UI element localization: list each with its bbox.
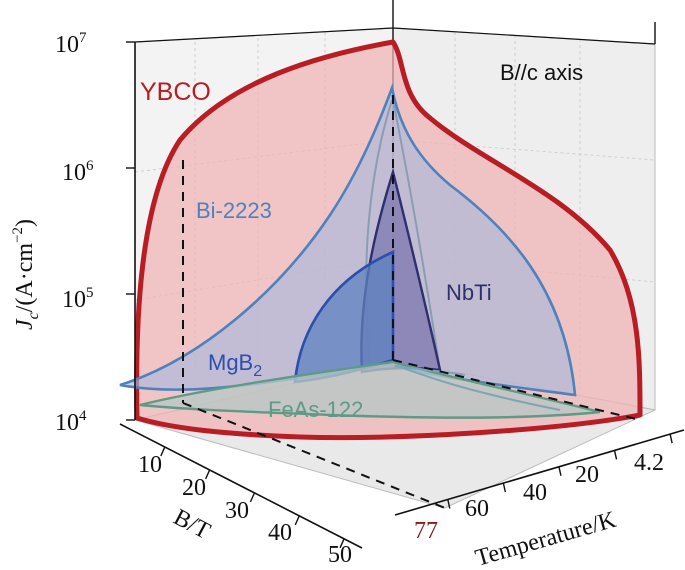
- t-tick-mark: [669, 433, 673, 444]
- bi2223-inner-curve-2: [391, 94, 441, 371]
- series-label-bi2223: Bi-2223: [196, 198, 272, 223]
- b-tick-label: 10: [138, 452, 162, 478]
- t-tick-mark: [558, 466, 562, 476]
- front-axes: [119, 42, 685, 549]
- t-tick-mark: [502, 482, 507, 493]
- feas122-surface: [139, 360, 601, 419]
- b-tick-mark: [294, 515, 300, 526]
- feas122-contour: [394, 364, 561, 411]
- y-axis-label: Jc/(A·cm−2): [10, 219, 42, 330]
- series-label-feas122: FeAs-122: [268, 397, 363, 422]
- y-tick-label: 105: [62, 285, 94, 313]
- y-tick-label: 106: [62, 158, 94, 186]
- b-tick-labels: 10 20 30 40 50: [138, 452, 352, 568]
- reference-lines: [182, 95, 641, 509]
- t-tick-labels: 4.2 20 40 60 77: [414, 450, 664, 544]
- series-label-ybco: YBCO: [140, 78, 211, 106]
- t-tick-mark: [447, 499, 451, 509]
- t-tick-label: 20: [575, 462, 599, 488]
- ref-floor-right: [392, 359, 641, 421]
- series-label-nbti: NbTi: [446, 280, 492, 305]
- t-axis-label: Temperature/K: [472, 507, 619, 570]
- y-tick-label: 107: [55, 30, 87, 58]
- feas122-contour-2: [394, 365, 466, 376]
- b-tick-mark: [339, 538, 345, 549]
- top-right-edge: [392, 27, 656, 45]
- b-axis-label: B/T: [169, 504, 214, 545]
- t-tick-marker-label: 77: [414, 518, 438, 544]
- t-axis-line: [394, 429, 685, 516]
- b-tick-label: 30: [225, 498, 249, 524]
- b-axis-line: [119, 423, 363, 549]
- t-tick-label: 40: [523, 480, 547, 506]
- b-tick-mark: [204, 469, 211, 480]
- b-tick-label: 20: [182, 475, 206, 501]
- b-tick-label: 50: [328, 542, 352, 568]
- t-tick-mark: [613, 450, 618, 460]
- y-tick-label: 104: [55, 408, 87, 436]
- b-tick-label: 40: [268, 520, 292, 546]
- b-tick-mark: [160, 446, 166, 457]
- b-tick-mark: [249, 492, 256, 503]
- tick-marks: [126, 41, 673, 549]
- y-tick-labels: 104 105 106 107: [55, 30, 94, 436]
- t-tick-label: 4.2: [634, 450, 664, 476]
- top-left-edge: [134, 27, 394, 43]
- t-tick-label: 60: [465, 496, 489, 522]
- field-orientation-annotation: B//c axis: [500, 60, 583, 85]
- series-feas122: [139, 360, 601, 419]
- series-label-mgb2: MgB2: [208, 350, 262, 380]
